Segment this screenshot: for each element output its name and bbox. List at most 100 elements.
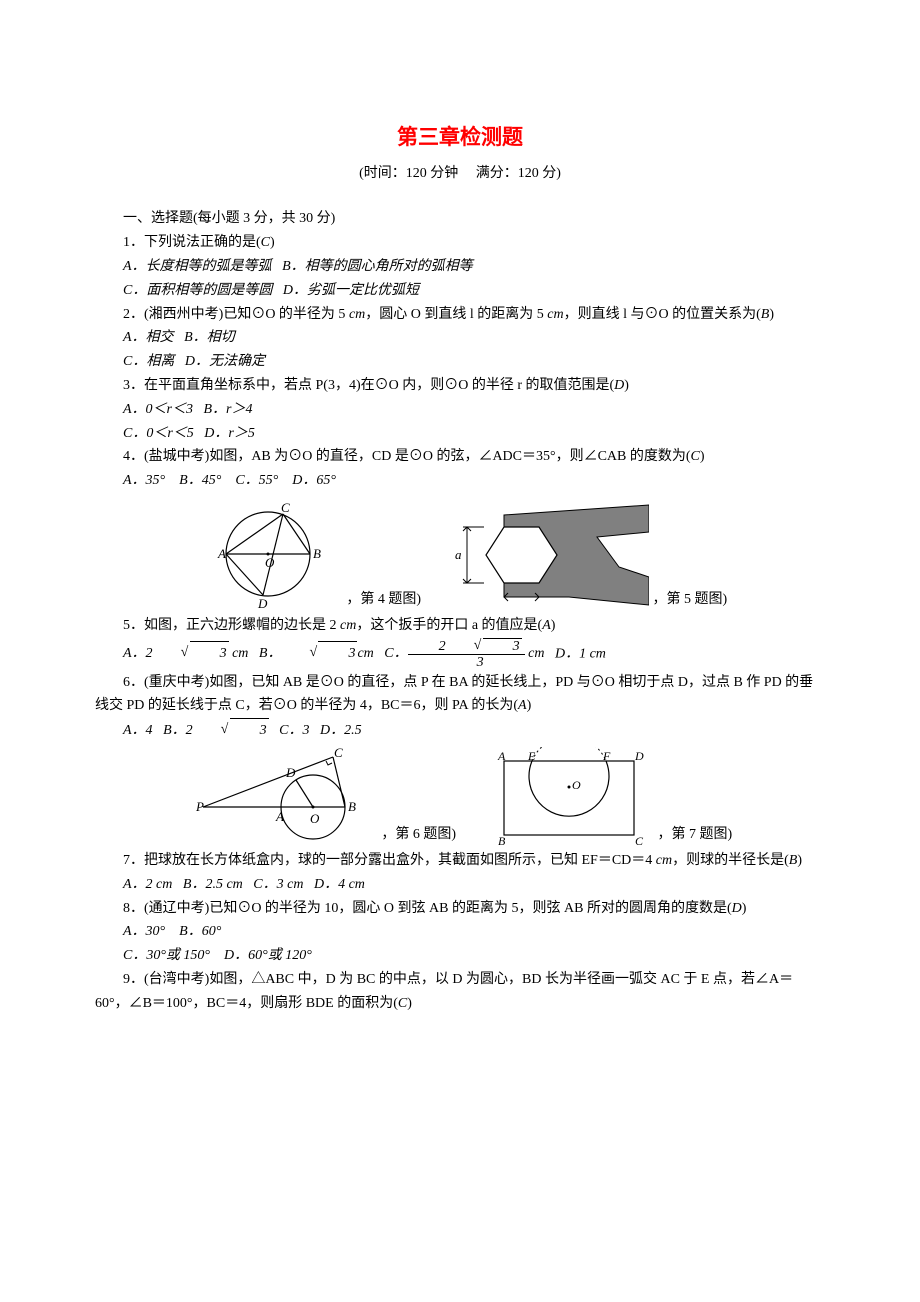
svg-text:D: D [285,765,296,780]
q1-stem: 1．下列说法正确的是(C) [95,231,825,255]
q8-stem: 8．(通辽中考)已知⊙O 的半径为 10，圆心 O 到弦 AB 的距离为 5，则… [95,897,825,921]
q9-answer: C [398,996,407,1011]
q4-text: 4．(盐城中考)如图，AB 为⊙O 的直径，CD 是⊙O 的弦，∠ADC＝35°… [123,449,691,464]
q5-t2: ，这个扳手的开口 a 的值应是( [356,618,542,633]
q2-t1: 2．(湘西州中考)已知⊙O 的半径为 5 [123,307,349,322]
q3-stem: 3．在平面直角坐标系中，若点 P(3，4)在⊙O 内，则⊙O 的半径 r 的取值… [95,374,825,398]
q8-opt-c: C．30°或 150° [123,948,210,963]
q7-opts: A．2 cm B．2.5 cm C．3 cm D．4 cm [95,873,825,897]
q8-opt-a: A．30° [123,924,165,939]
q5-opt-c: C．233 cm [384,646,544,661]
q8-text: 8．(通辽中考)已知⊙O 的半径为 10，圆心 O 到弦 AB 的距离为 5，则… [123,901,732,916]
q7-t2: ，则球的半径长是( [672,853,789,868]
q4-opt-a: A．35° [123,473,165,488]
q5c-u: cm [525,646,545,661]
q4-opts: A．35° B．45° C．55° D．65° [95,469,825,493]
q3-opt-d: D．r＞5 [204,426,255,441]
q9-close: ) [407,996,412,1011]
svg-text:O: O [572,778,581,792]
q4-answer: C [691,449,700,464]
page: 第三章检测题 (时间：120 分钟 满分：120 分) 一、选择题(每小题 3 … [0,0,920,1302]
svg-text:B: B [313,546,321,561]
q8-opt-d: D．60°或 120° [224,948,312,963]
svg-text:P: P [195,799,204,814]
q7-close: ) [797,853,802,868]
fig6-svg: P A O B C D [188,747,378,847]
svg-text:a: a [455,547,462,562]
q5b-1: B． [259,646,282,661]
q8-close: ) [742,901,747,916]
q5-opt-d: D．1 cm [555,646,606,661]
svg-text:A: A [275,809,284,824]
q2-u1: cm [349,307,365,322]
q6-opt-d: D．2.5 [320,723,362,738]
q7-opt-a: A．2 cm [123,877,172,892]
q5-close: ) [551,618,556,633]
q5b-u: cm [357,646,373,661]
q2-opt-a: A．相交 [123,330,174,345]
q8-answer: D [732,901,742,916]
q1-opt-c: C．面积相等的圆是等圆 [123,283,272,298]
q2-opts-row1: A．相交 B．相切 [95,326,825,350]
fig7-caption: ，第 7 题图) [658,827,733,842]
q3-text: 3．在平面直角坐标系中，若点 P(3，4)在⊙O 内，则⊙O 的半径 r 的取值… [123,378,614,393]
q3-opt-b: B．r＞4 [204,402,253,417]
svg-text:D: D [634,749,644,763]
q6-stem: 6．(重庆中考)如图，已知 AB 是⊙O 的直径，点 P 在 BA 的延长线上，… [95,671,825,719]
q3-opts-row2: C．0＜r＜5 D．r＞5 [95,422,825,446]
q8-opts-row1: A．30° B．60° [95,920,825,944]
q6-close: ) [527,698,532,713]
q6-answer: A [518,698,527,713]
q6-text: 6．(重庆中考)如图，已知 AB 是⊙O 的直径，点 P 在 BA 的延长线上，… [95,675,813,714]
q5a-u: cm [229,646,249,661]
subtitle-score: 满分：120 分) [476,166,561,181]
q2-opt-d: D．无法确定 [185,354,265,369]
q7-opt-b: B．2.5 cm [183,877,243,892]
q2-opt-c: C．相离 [123,354,174,369]
q6b-1: B．2 [163,723,193,738]
svg-text:O: O [265,555,275,570]
q1-opt-d: D．劣弧一定比优弧短 [283,283,419,298]
svg-text:B: B [498,834,506,847]
q9-stem: 9．(台湾中考)如图，△ABC 中，D 为 BC 的中点，以 D 为圆心，BD … [95,968,825,1016]
fig6-caption: ，第 6 题图) [381,827,456,842]
svg-text:F: F [602,749,611,763]
q5-opts: A．23 cm B．3cm C．233 cm D．1 cm [95,638,825,671]
q3-opt-a: A．0＜r＜3 [123,402,193,417]
q5c-1: C． [384,646,407,661]
q3-close: ) [624,378,629,393]
svg-text:E: E [527,749,536,763]
svg-text:D: D [257,596,268,611]
q5a-1: A．2 [123,646,153,661]
q7-opt-d: D．4 cm [314,877,365,892]
q7-stem: 7．把球放在长方体纸盒内，球的一部分露出盒外，其截面如图所示，已知 EF＝CD＝… [95,849,825,873]
fig4-caption: ，第 4 题图) [346,592,421,607]
svg-text:C: C [635,834,644,847]
q2-u2: cm [547,307,563,322]
q4-close: ) [700,449,705,464]
q2-stem: 2．(湘西州中考)已知⊙O 的半径为 5 cm，圆心 O 到直线 l 的距离为 … [95,303,825,327]
q5c-sqrt: 3 [483,638,522,654]
q1-answer: C [261,235,270,250]
q3-opts-row1: A．0＜r＜3 B．r＞4 [95,398,825,422]
fig5-caption: ，第 5 题图) [653,592,728,607]
svg-text:C: C [281,500,290,515]
q6-opt-b: B．23 [163,723,269,738]
q5b-sqrt: 3 [318,641,357,666]
svg-text:O: O [310,811,320,826]
subtitle: (时间：120 分钟 满分：120 分) [95,162,825,186]
q7-u1: cm [656,853,672,868]
q6b-sqrt: 3 [230,718,269,743]
q2-opts-row2: C．相离 D．无法确定 [95,350,825,374]
q7-t1: 7．把球放在长方体纸盒内，球的一部分露出盒外，其截面如图所示，已知 EF＝CD＝… [123,853,656,868]
q4-opt-c: C．55° [235,473,278,488]
svg-text:A: A [217,546,226,561]
q6-opts: A．4 B．23 C．3 D．2.5 [95,718,825,743]
q5a-sqrt: 3 [190,641,229,666]
q9-text: 9．(台湾中考)如图，△ABC 中，D 为 BC 的中点，以 D 为圆心，BD … [95,972,793,1011]
q2-close: ) [769,307,774,322]
q2-t2: ，圆心 O 到直线 l 的距离为 5 [365,307,547,322]
q1-text: 1．下列说法正确的是( [123,235,261,250]
q5-answer: A [542,618,551,633]
q8-opt-b: B．60° [179,924,221,939]
